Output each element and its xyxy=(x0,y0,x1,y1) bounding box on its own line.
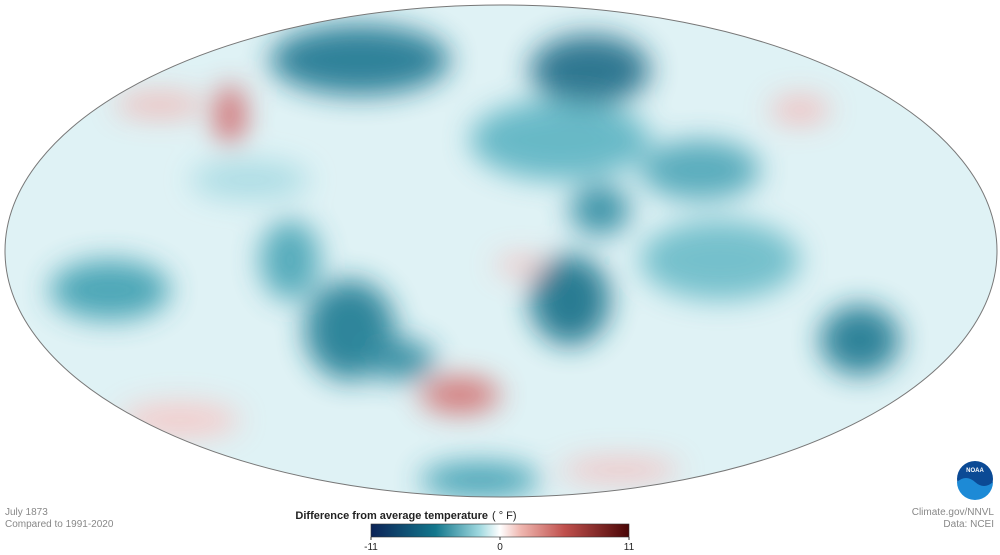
globe-outline xyxy=(4,4,998,498)
baseline-label: Compared to 1991-2020 xyxy=(5,519,114,530)
data-credit: Data: NCEI xyxy=(943,519,994,530)
tick-label: 11 xyxy=(624,542,635,553)
source-credit: Climate.gov/NNVL xyxy=(912,507,995,518)
tick-label: -11 xyxy=(364,542,378,553)
anomaly-map xyxy=(5,5,997,497)
logo-text: NOAA xyxy=(966,468,984,474)
noaa-logo: NOAA xyxy=(957,461,993,500)
legend-unit: ( ° F) xyxy=(492,510,517,522)
tick-label: 0 xyxy=(497,542,503,553)
color-bar xyxy=(370,523,630,538)
date-label: July 1873 xyxy=(5,507,48,518)
color-bar-ticks: -11 0 11 xyxy=(364,537,635,553)
legend-title: Difference from average temperature xyxy=(295,510,488,522)
